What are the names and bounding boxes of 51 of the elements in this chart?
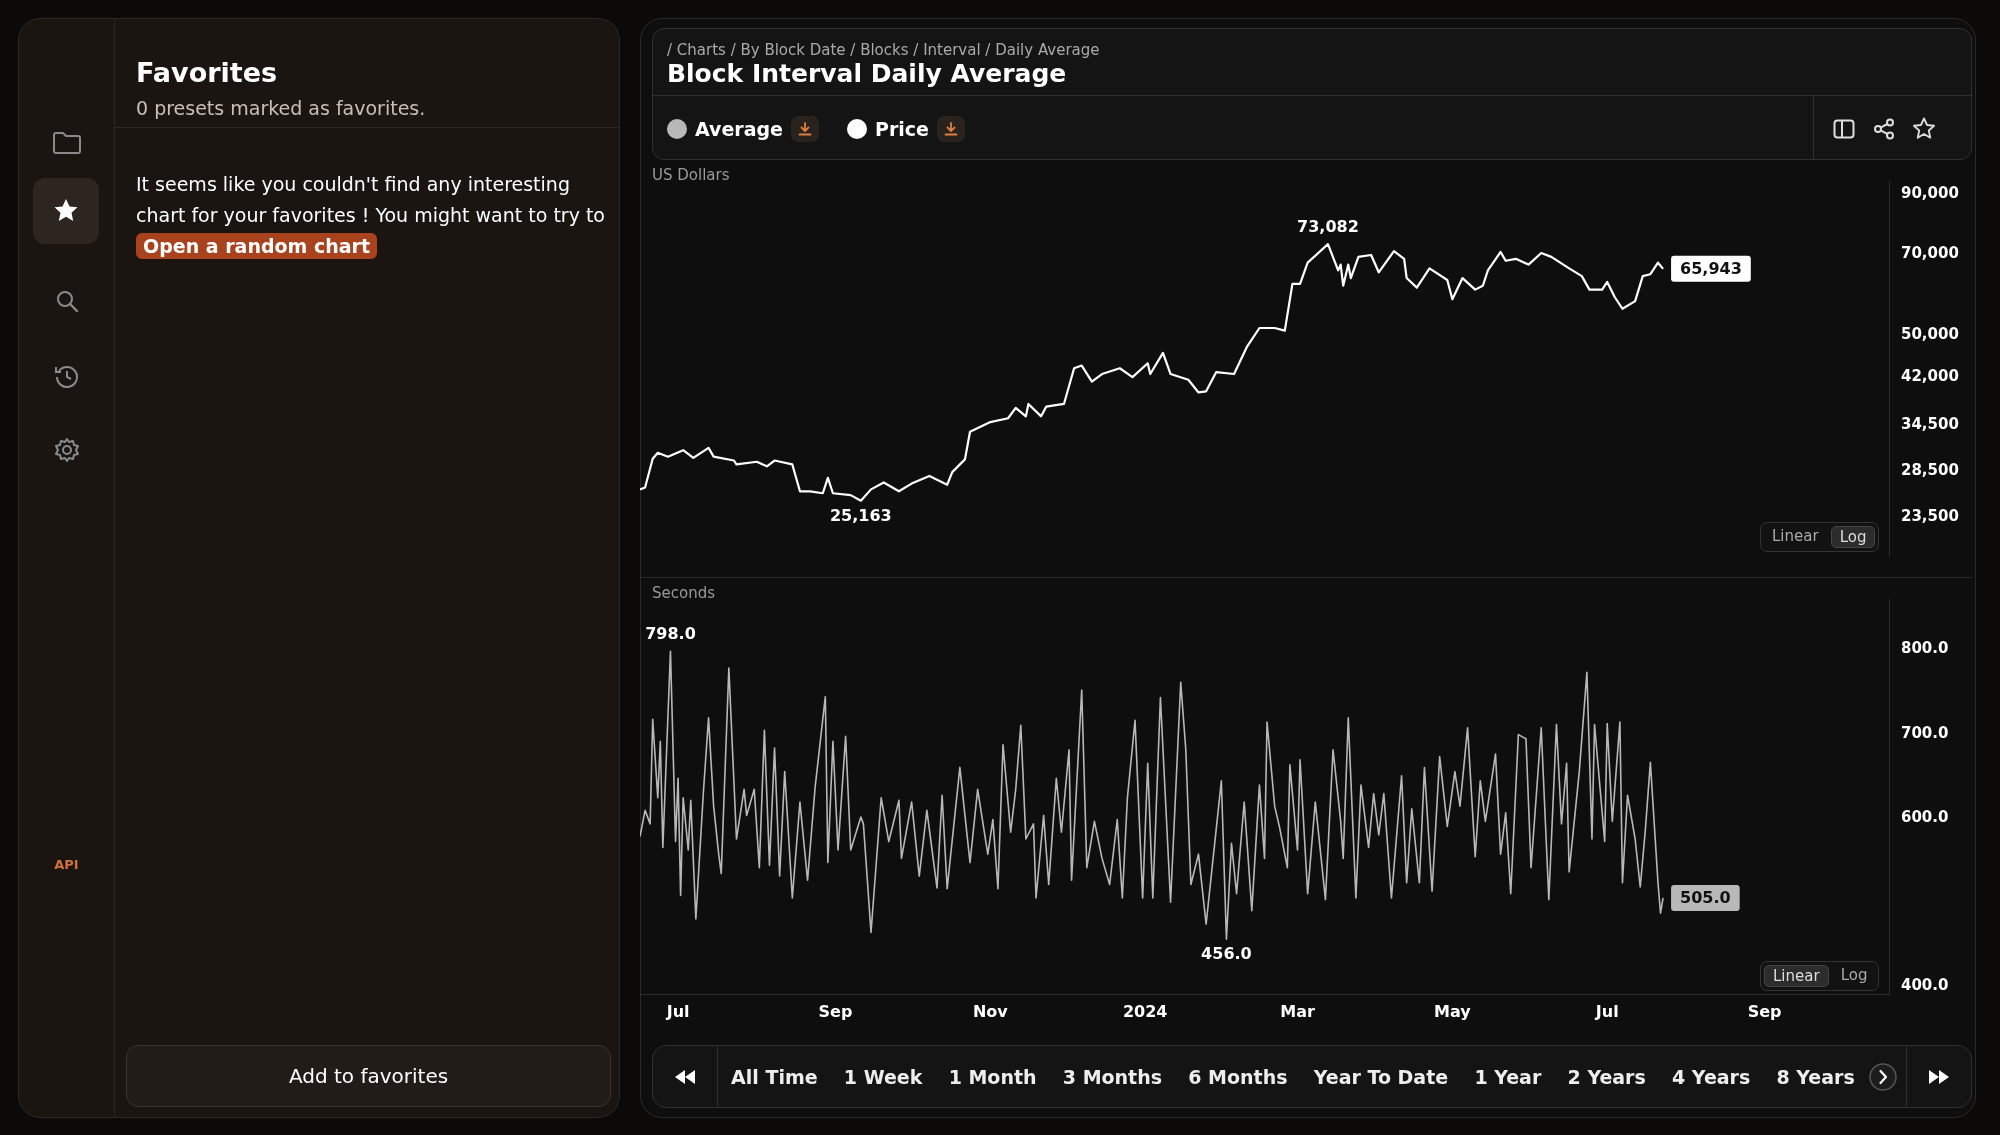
y-tick-label: 90,000 [1901,183,1959,202]
y-tick-label: 23,500 [1901,507,1959,526]
text: 1 Year [1474,1065,1542,1088]
y-tick-label: 28,500 [1901,460,1959,479]
y-tick-label: 800.0 [1901,639,1949,658]
text: 6 Months [1188,1065,1288,1088]
text: 3 Months [1062,1065,1163,1088]
text: 1 Week [843,1065,923,1088]
chart-subtitle: / Charts / By Block Date / Blocks / Interval / Daily Average [667,41,1100,59]
annotation: 505.0 [1680,888,1731,908]
annotation: 65,943 [1680,259,1742,279]
annotation: Linear [1764,964,1829,987]
x-tick-label: Sep [1747,1001,1782,1021]
x-tick-label: 2024 [1122,1001,1168,1021]
x-tick-label: May [1434,1001,1472,1021]
annotation: Log [1839,964,1869,986]
text: 1 Month [948,1065,1037,1088]
text: Year To Date [1313,1065,1449,1088]
y-tick-label: 700.0 [1901,723,1949,742]
annotation: 798.0 [645,624,696,644]
y-axis-title: Seconds [652,584,716,602]
x-tick-label: Mar [1280,1001,1315,1021]
y-tick-label: 34,500 [1901,414,1959,433]
chart-title: Block Interval Daily Average [667,59,1067,88]
annotation: 25,163 [829,505,892,525]
annotation: 73,082 [1297,217,1359,237]
y-tick-label: 50,000 [1901,325,1959,344]
text: 8 Years [1776,1065,1855,1088]
y-tick-label: 42,000 [1901,367,1959,386]
text: Favorites [136,57,278,88]
text: It seems like you couldn't find any interesting chart for your favorites ! You might want to try to [136,173,605,226]
text: 4 Years [1672,1065,1751,1088]
legend-label: Price [874,118,929,140]
text: Add to favorites [126,1045,611,1107]
annotation: Linear [1771,526,1820,547]
annotation: Log [1830,526,1876,548]
legend-label: Average [695,118,783,140]
y-tick-label: 600.0 [1901,807,1949,826]
text: 2 Years [1567,1065,1646,1088]
y-axis-title: US Dollars [652,166,730,184]
text: API [53,857,80,872]
x-tick-label: Sep [818,1001,853,1021]
text: All Time [731,1065,818,1088]
x-tick-label: Nov [972,1001,1009,1021]
y-tick-label: 70,000 [1901,244,1959,263]
text: 0 presets marked as favorites. [136,97,426,119]
y-tick-label: 400.0 [1901,976,1949,995]
x-tick-label: Jul [1594,1001,1619,1021]
annotation: 456.0 [1201,944,1252,964]
x-tick-label: Jul [665,1001,690,1021]
text: Open a random chart [136,233,378,259]
